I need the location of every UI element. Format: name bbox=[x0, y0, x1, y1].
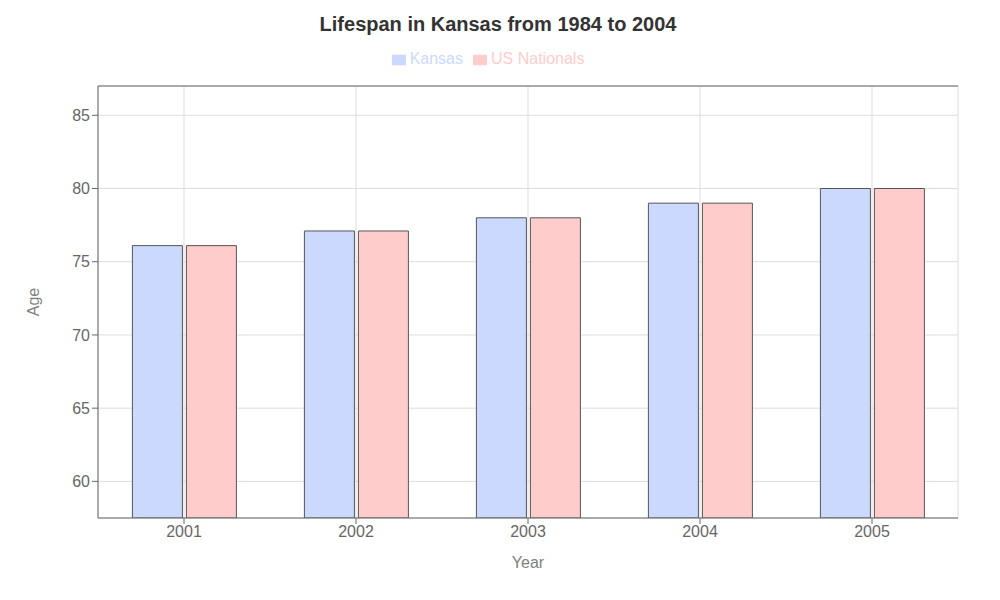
svg-text:2002: 2002 bbox=[338, 523, 374, 540]
svg-text:60: 60 bbox=[72, 473, 90, 490]
svg-text:85: 85 bbox=[72, 107, 90, 124]
svg-text:2001: 2001 bbox=[166, 523, 202, 540]
svg-text:Year: Year bbox=[512, 554, 545, 571]
svg-text:2005: 2005 bbox=[854, 523, 890, 540]
html-text:Lifespan in Kansas from 1984 t: Lifespan in Kansas from 1984 to 2004 bbox=[319, 13, 677, 35]
svg-text:Age: Age bbox=[25, 288, 42, 317]
svg-text:80: 80 bbox=[72, 180, 90, 197]
svg-text:70: 70 bbox=[72, 327, 90, 344]
svg-text:65: 65 bbox=[72, 400, 90, 417]
svg-text:2004: 2004 bbox=[682, 523, 718, 540]
html-text:Kansas: Kansas bbox=[409, 50, 463, 67]
html-text:US Nationals: US Nationals bbox=[491, 50, 585, 67]
svg-text:2003: 2003 bbox=[510, 523, 546, 540]
svg-text:75: 75 bbox=[72, 253, 90, 270]
